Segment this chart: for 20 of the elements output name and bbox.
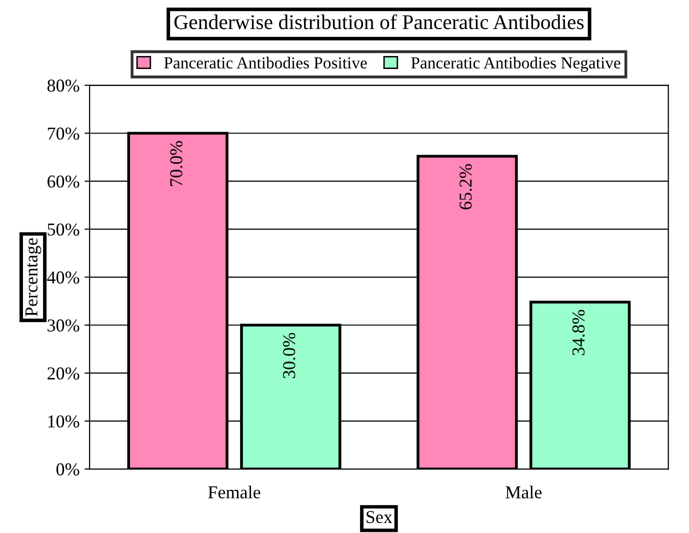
data-label: 30.0% xyxy=(283,332,296,378)
y-tick-label: 50% xyxy=(48,223,80,236)
legend-label: Panceratic Antibodies Negative xyxy=(411,56,620,72)
y-tick-label: 10% xyxy=(48,415,80,428)
chart-title: Genderwise distribution of Panceratic Antibodies xyxy=(174,14,584,30)
y-axis-title: Percentage xyxy=(25,238,42,316)
x-tick-label: Male xyxy=(506,486,542,498)
x-tick-label: Female xyxy=(208,486,260,498)
legend-label: Panceratic Antibodies Positive xyxy=(164,56,367,69)
y-tick-label: 0% xyxy=(56,463,80,476)
x-axis-title: Sex xyxy=(366,510,392,524)
y-tick-label: 60% xyxy=(48,175,80,188)
data-label: 65.2% xyxy=(460,164,472,210)
data-label: 34.8% xyxy=(572,310,585,356)
y-tick-label: 70% xyxy=(48,128,80,140)
y-tick-label: 80% xyxy=(47,80,80,92)
y-tick-label: 20% xyxy=(48,367,80,380)
y-tick-label: 40% xyxy=(47,271,80,284)
y-tick-label: 30% xyxy=(48,319,80,332)
data-label: 70.0% xyxy=(170,141,182,186)
